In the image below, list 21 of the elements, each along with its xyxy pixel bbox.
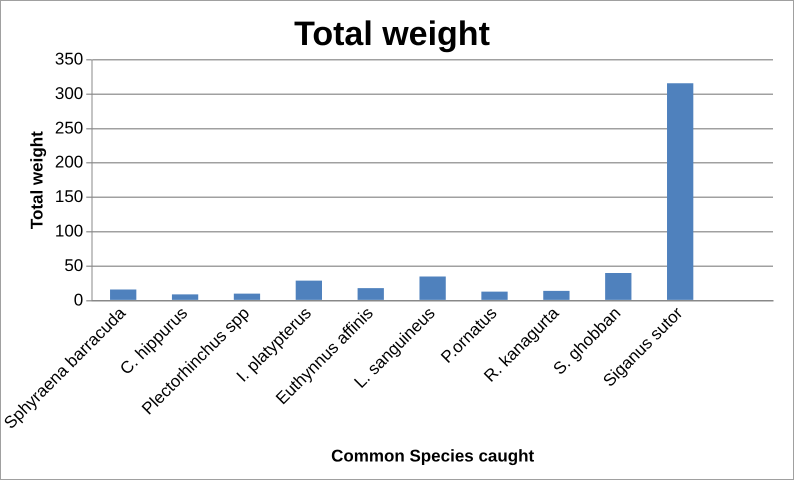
x-axis-title: Common Species caught xyxy=(331,446,535,466)
bar xyxy=(667,83,694,300)
bar xyxy=(172,294,198,300)
chart-title: Total weight xyxy=(294,14,490,53)
y-tick-label: 150 xyxy=(54,187,84,206)
y-tick-label: 100 xyxy=(54,221,84,240)
y-tick-label: 0 xyxy=(74,290,84,310)
y-tick-label: 250 xyxy=(54,118,84,138)
bar xyxy=(110,290,136,300)
bar xyxy=(234,294,260,300)
bar xyxy=(543,290,570,300)
bar xyxy=(605,273,632,300)
y-tick-label: 200 xyxy=(54,152,84,172)
bar xyxy=(481,292,508,300)
bar xyxy=(419,276,446,300)
bar xyxy=(296,280,322,300)
bar xyxy=(358,288,384,300)
y-axis-title: Total weight xyxy=(27,130,46,230)
y-tick-label: 50 xyxy=(64,256,84,275)
y-tick-label: 350 xyxy=(54,49,84,68)
y-tick-label: 300 xyxy=(54,84,84,103)
